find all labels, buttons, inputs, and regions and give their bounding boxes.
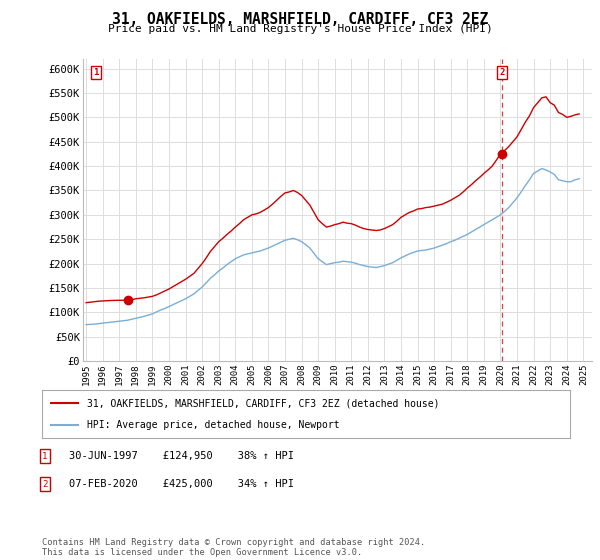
Text: 31, OAKFIELDS, MARSHFIELD, CARDIFF, CF3 2EZ: 31, OAKFIELDS, MARSHFIELD, CARDIFF, CF3 … xyxy=(112,12,488,27)
Text: 2: 2 xyxy=(499,68,505,77)
Text: Contains HM Land Registry data © Crown copyright and database right 2024.
This d: Contains HM Land Registry data © Crown c… xyxy=(42,538,425,557)
Text: 1: 1 xyxy=(94,68,99,77)
Text: 31, OAKFIELDS, MARSHFIELD, CARDIFF, CF3 2EZ (detached house): 31, OAKFIELDS, MARSHFIELD, CARDIFF, CF3 … xyxy=(87,398,439,408)
Text: 1: 1 xyxy=(43,452,47,461)
Text: 30-JUN-1997    £124,950    38% ↑ HPI: 30-JUN-1997 £124,950 38% ↑ HPI xyxy=(69,451,294,461)
Text: 2: 2 xyxy=(43,480,47,489)
Text: 07-FEB-2020    £425,000    34% ↑ HPI: 07-FEB-2020 £425,000 34% ↑ HPI xyxy=(69,479,294,489)
Text: HPI: Average price, detached house, Newport: HPI: Average price, detached house, Newp… xyxy=(87,420,340,430)
Text: Price paid vs. HM Land Registry's House Price Index (HPI): Price paid vs. HM Land Registry's House … xyxy=(107,24,493,34)
